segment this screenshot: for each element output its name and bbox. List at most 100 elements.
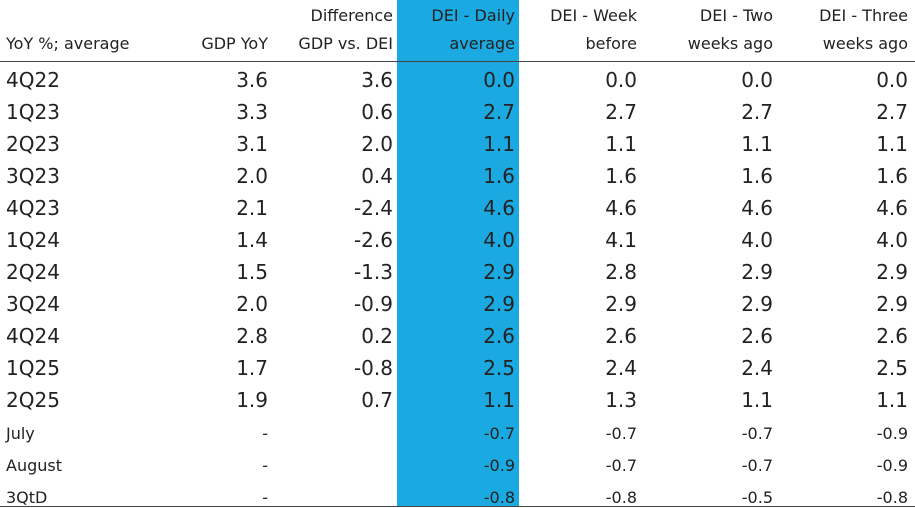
table-cell: 2.6 [876,324,908,348]
table-cell: 1.1 [483,388,515,412]
row-label: 4Q22 [6,68,60,92]
table-cell: -0.9 [483,456,515,475]
row-label: 2Q24 [6,260,60,284]
row-label: 1Q25 [6,356,60,380]
table-cell: 2.6 [741,324,773,348]
row-label: 3QtD [6,488,48,507]
column-header: DEI - Three [819,6,908,25]
table-cell: 1.5 [236,260,268,284]
table-cell: 0.6 [361,100,393,124]
table-cell: 1.1 [483,132,515,156]
bottom-rule [0,506,915,507]
table-cell: 0.0 [605,68,637,92]
row-label: August [6,456,62,475]
table-cell: -0.7 [741,424,773,443]
table-cell: 4.6 [741,196,773,220]
table-cell: 0.0 [876,68,908,92]
row-label: 3Q23 [6,164,60,188]
table-cell: 4.6 [876,196,908,220]
table-cell: 1.3 [605,388,637,412]
table-cell: -0.9 [353,292,393,316]
row-label: 1Q23 [6,100,60,124]
table-cell: 4.0 [876,228,908,252]
table-cell: 1.1 [741,388,773,412]
table-cell: -0.5 [741,488,773,507]
table-cell: 2.8 [605,260,637,284]
table-cell: -1.3 [353,260,393,284]
table-cell: 2.9 [741,260,773,284]
highlight-column [397,0,519,506]
table-cell: 2.6 [483,324,515,348]
table-cell: 4.6 [605,196,637,220]
column-header: average [449,34,516,53]
table-cell: - [262,488,268,507]
table-cell: 2.7 [741,100,773,124]
table-cell: 2.5 [483,356,515,380]
table-cell: 2.9 [605,292,637,316]
table-cell: 1.6 [741,164,773,188]
table-cell: 1.6 [605,164,637,188]
table-cell: 2.5 [876,356,908,380]
table-cell: -0.9 [876,424,908,443]
table-cell: 4.6 [483,196,515,220]
table-cell: 2.7 [483,100,515,124]
column-header: before [585,34,638,53]
table-cell: 2.7 [605,100,637,124]
table-cell: 0.0 [483,68,515,92]
table-cell: -0.8 [876,488,908,507]
table-cell: 1.1 [741,132,773,156]
table-cell: -0.7 [741,456,773,475]
table-cell: -0.7 [605,456,637,475]
table-cell: 2.8 [236,324,268,348]
table-cell: 1.1 [876,132,908,156]
table-cell: 3.3 [236,100,268,124]
table-cell: -0.8 [483,488,515,507]
table-cell: 2.4 [741,356,773,380]
row-label: 1Q24 [6,228,60,252]
table-cell: 2.1 [236,196,268,220]
table-cell: 1.6 [483,164,515,188]
table-cell: 0.0 [741,68,773,92]
table-cell: -0.8 [353,356,393,380]
table-cell: 3.1 [236,132,268,156]
table-cell: 2.0 [236,292,268,316]
table-cell: 1.1 [876,388,908,412]
table-cell: 2.6 [605,324,637,348]
table-cell: 4.0 [741,228,773,252]
column-header: DEI - Two [699,6,773,25]
table-cell: - [262,424,268,443]
table-cell: 4.0 [483,228,515,252]
table-cell: 2.9 [483,260,515,284]
table-cell: -2.4 [353,196,393,220]
table-cell: 1.9 [236,388,268,412]
column-header: Difference [310,6,393,25]
table-cell: 0.7 [361,388,393,412]
table-cell: -0.8 [605,488,637,507]
column-header: YoY %; average [6,34,130,53]
table-cell: 3.6 [236,68,268,92]
table-cell: 2.9 [741,292,773,316]
table-cell: -0.7 [483,424,515,443]
column-header: weeks ago [822,34,908,53]
table-cell: 2.0 [236,164,268,188]
row-label: 2Q23 [6,132,60,156]
row-label: 3Q24 [6,292,60,316]
table-cell: 2.9 [876,260,908,284]
row-label: 4Q23 [6,196,60,220]
header-rule [0,61,915,62]
table-cell: 1.1 [605,132,637,156]
column-header: GDP YoY [201,34,268,53]
table-cell: -0.9 [876,456,908,475]
table-cell: -2.6 [353,228,393,252]
row-label: 2Q25 [6,388,60,412]
table-cell: 1.6 [876,164,908,188]
table-cell: 0.2 [361,324,393,348]
table-cell: 2.7 [876,100,908,124]
table-cell: 0.4 [361,164,393,188]
row-label: 4Q24 [6,324,60,348]
table-cell: 2.0 [361,132,393,156]
column-header: DEI - Week [550,6,637,25]
table-cell: 1.7 [236,356,268,380]
table-cell: 2.9 [876,292,908,316]
table-cell: 2.9 [483,292,515,316]
